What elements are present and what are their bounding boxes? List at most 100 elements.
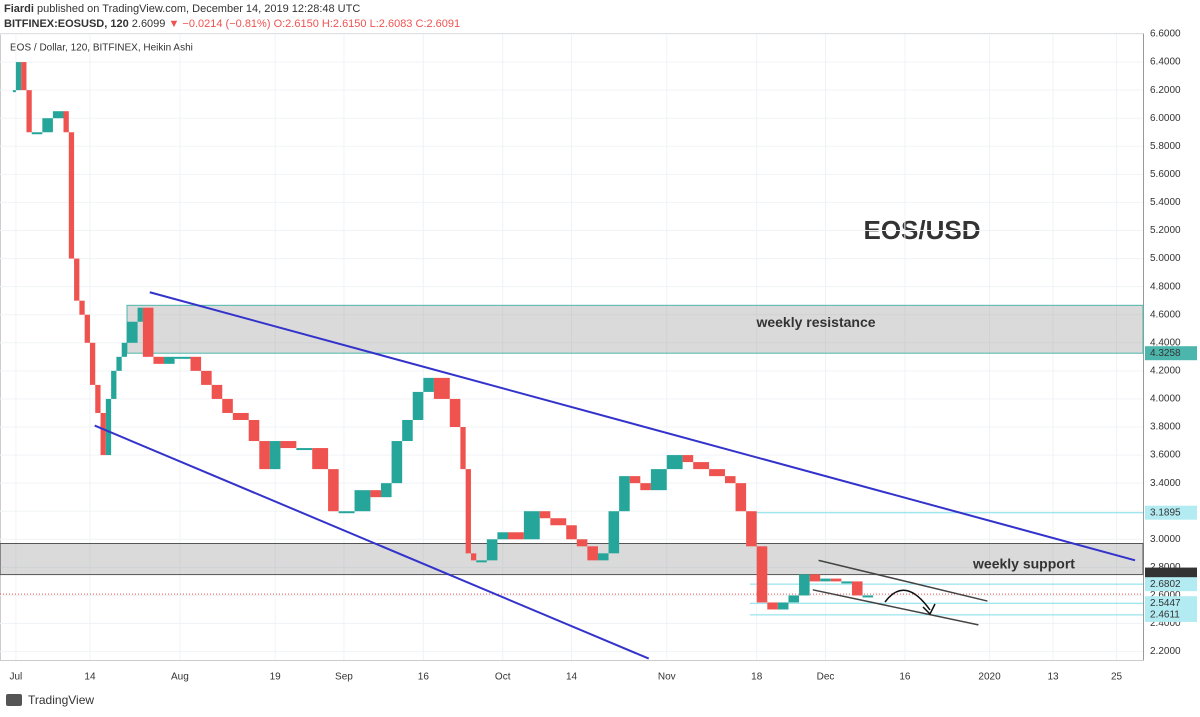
candle (640, 483, 651, 491)
x-tick-label: Jul (9, 672, 22, 683)
candle (799, 574, 810, 596)
y-tick-label: 5.4000 (1150, 197, 1181, 208)
ohlc: H:2.6150 (322, 18, 367, 30)
candle (465, 469, 471, 554)
subtitle: EOS / Dollar, 120, BITFINEX, Heikin Ashi (10, 43, 193, 54)
candle (190, 356, 202, 371)
candle (201, 370, 212, 385)
trendline (94, 424, 650, 660)
footer: TradingView (28, 693, 94, 707)
x-tick-label: Sep (335, 672, 353, 683)
symbol: BITFINEX:EOSUSD, 120 (4, 18, 129, 30)
y-tick-label: 2.8000 (1150, 562, 1181, 573)
candle (423, 377, 434, 392)
candle (153, 356, 165, 364)
quote-line: BITFINEX:EOSUSD, 120 2.6099 ▼ −0.0214 (−… (4, 18, 460, 30)
candle (851, 581, 863, 596)
candle (111, 370, 117, 399)
candle (666, 455, 683, 470)
candle (629, 476, 641, 484)
candle (370, 490, 381, 498)
candle (127, 321, 138, 343)
y-tick-label: 5.0000 (1150, 253, 1181, 264)
x-tick-label: 25 (1111, 672, 1123, 683)
candle (95, 384, 101, 413)
candle (476, 560, 487, 563)
level-badge (1145, 596, 1197, 611)
chart-title: EOS/USD (863, 215, 980, 245)
x-tick-label: 16 (899, 672, 911, 683)
level-badge (1145, 607, 1197, 622)
x-tick-label: 14 (84, 672, 96, 683)
candle (820, 578, 831, 582)
y-tick-label: 4.2000 (1150, 366, 1181, 377)
author: Fiardi (4, 3, 34, 15)
candle (312, 448, 329, 470)
candle (259, 441, 270, 470)
trendline (818, 559, 988, 602)
candle (89, 342, 96, 385)
candle (777, 602, 789, 610)
candle (105, 398, 112, 456)
candle (12, 90, 16, 93)
forecast-arrowhead (922, 603, 936, 616)
candle (137, 307, 143, 322)
candle (68, 132, 75, 259)
header-line: Fiardi published on TradingView.com, Dec… (4, 3, 360, 15)
candle (830, 578, 842, 582)
y-tick-label: 3.6000 (1150, 450, 1181, 461)
ohlc: O:2.6150 (274, 18, 319, 30)
level-badge (1145, 346, 1197, 361)
y-tick-label: 4.0000 (1150, 394, 1181, 405)
y-tick-label: 2.6000 (1150, 590, 1181, 601)
candle (539, 511, 551, 519)
candle (756, 546, 768, 603)
x-tick-label: Nov (658, 672, 676, 683)
y-tick-label: 3.0000 (1150, 534, 1181, 545)
ohlc: L:2.6083 (370, 18, 413, 30)
x-tick-label: 16 (418, 672, 430, 683)
zone (0, 543, 1144, 576)
candle (164, 356, 175, 364)
candle (232, 412, 249, 420)
candle (587, 546, 598, 561)
candle (79, 300, 85, 315)
y-tick-label: 5.8000 (1150, 141, 1181, 152)
candle (523, 511, 540, 540)
candle (724, 476, 736, 484)
candle (222, 398, 233, 413)
x-tick-label: Oct (495, 672, 511, 683)
candle (381, 483, 392, 498)
candle (296, 448, 313, 451)
y-tick-label: 4.4000 (1150, 337, 1181, 348)
published: published on TradingView.com, December 1… (37, 3, 360, 15)
level-label: 2.6802 (1150, 579, 1181, 590)
candle (746, 511, 757, 547)
last: 2.6099 (132, 18, 166, 30)
candle (566, 525, 577, 540)
y-tick-label: 3.4000 (1150, 478, 1181, 489)
candle (470, 553, 477, 561)
y-tick-label: 6.2000 (1150, 85, 1181, 96)
x-tick-label: 2020 (978, 672, 1001, 683)
x-tick-label: Aug (171, 672, 189, 683)
candle (767, 602, 778, 610)
candle (433, 377, 450, 399)
level-badge (1145, 505, 1197, 520)
candle (608, 511, 620, 554)
candle (52, 111, 64, 119)
candle (682, 455, 694, 463)
ohlc: C:2.6091 (416, 18, 461, 30)
candle (862, 595, 874, 598)
level-badge (1145, 577, 1197, 592)
x-tick-label: 19 (270, 672, 282, 683)
zone-label: weekly support (972, 555, 1075, 571)
candle (735, 483, 747, 512)
candle (63, 111, 69, 133)
x-tick-label: 13 (1047, 672, 1059, 683)
candle (497, 532, 508, 540)
candle (31, 132, 43, 135)
zone (126, 304, 1144, 354)
level-label: 2.7486 (1150, 569, 1181, 580)
candle (15, 62, 22, 91)
